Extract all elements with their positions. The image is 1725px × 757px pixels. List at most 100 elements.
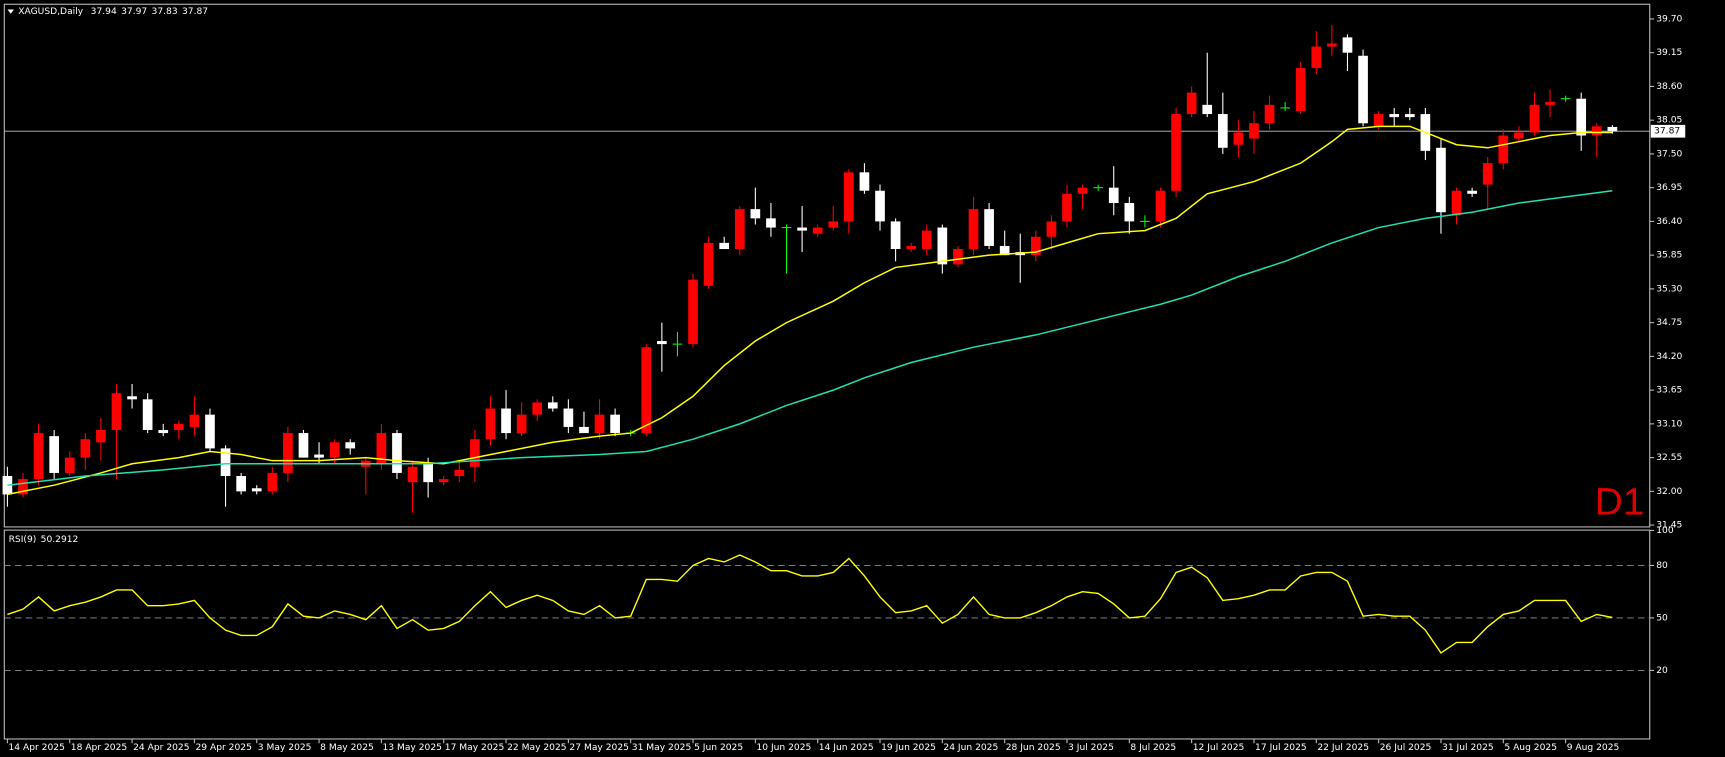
- candle-body: [875, 190, 885, 222]
- candle-body: [1529, 104, 1540, 133]
- x-tick-label: 9 Aug 2025: [1567, 743, 1620, 753]
- y-tick-label: 34.20: [1656, 352, 1682, 362]
- y-tick-label: 31.45: [1656, 521, 1682, 531]
- x-tick-label: 12 Jul 2025: [1193, 743, 1245, 753]
- candle-body: [236, 476, 246, 492]
- indicator-title: RSI(9): [9, 535, 37, 545]
- candle-body: [1046, 221, 1057, 237]
- x-tick-label: 8 May 2025: [320, 743, 374, 753]
- rsi-pane: [3, 529, 1651, 740]
- header-close: 37.87: [182, 7, 208, 17]
- y-tick-label: 38.60: [1656, 82, 1682, 92]
- candle-body: [267, 472, 278, 492]
- candle-body: [999, 245, 1010, 256]
- y-tick-label: 100: [1656, 526, 1674, 536]
- x-tick-label: 24 Jun 2025: [943, 743, 998, 753]
- candle-body: [1186, 92, 1197, 115]
- x-tick-label: 3 Jul 2025: [1068, 743, 1114, 753]
- candle-body: [734, 209, 745, 250]
- current-price-box: [1650, 124, 1686, 138]
- x-tick-label: 18 Apr 2025: [71, 743, 127, 753]
- y-tick-label: 39.15: [1656, 48, 1682, 58]
- y-tick-label: 36.40: [1656, 217, 1682, 227]
- candle-body: [719, 242, 730, 250]
- y-tick-label: 35.30: [1656, 284, 1682, 294]
- y-tick-label: 32.55: [1656, 453, 1682, 463]
- candle-body: [1202, 104, 1213, 115]
- candle-body: [547, 402, 558, 409]
- timeframe-label: D1: [1595, 481, 1644, 524]
- candle-body: [563, 408, 574, 427]
- candle-body: [812, 227, 823, 234]
- x-tick-label: 31 Jul 2025: [1442, 743, 1494, 753]
- candle-body: [594, 414, 605, 434]
- candle-body: [1108, 187, 1119, 204]
- candle-body: [953, 249, 963, 265]
- candle-body: [501, 408, 511, 434]
- candle-body: [859, 172, 870, 191]
- x-tick-label: 27 May 2025: [569, 743, 628, 753]
- x-tick-label: 5 Aug 2025: [1504, 743, 1557, 753]
- candle-body: [579, 426, 589, 434]
- candle-body: [703, 242, 714, 286]
- candle-body: [485, 408, 496, 440]
- candle-body: [797, 227, 807, 231]
- candle-body: [438, 479, 449, 483]
- y-tick-label: 35.85: [1656, 251, 1682, 261]
- x-tick-label: 14 Apr 2025: [8, 743, 64, 753]
- candle-body: [33, 433, 44, 480]
- candle-body: [49, 436, 59, 473]
- candle-body: [127, 396, 137, 400]
- x-tick-label: 17 Jul 2025: [1255, 743, 1307, 753]
- current-price-label: 37.87: [1654, 127, 1680, 137]
- candle-body: [1607, 126, 1618, 132]
- candle-body: [1264, 104, 1275, 124]
- candle-body: [1249, 123, 1259, 139]
- y-tick-label: 36.95: [1656, 183, 1682, 193]
- candle-body: [1451, 190, 1462, 216]
- candle-body: [516, 414, 527, 434]
- candle-body: [18, 479, 28, 495]
- x-tick-label: 17 May 2025: [445, 743, 504, 753]
- candle-body: [532, 402, 543, 415]
- candle-body: [1358, 55, 1368, 124]
- y-tick-label: 38.05: [1656, 116, 1682, 126]
- candle-body: [345, 442, 356, 449]
- candle-body: [205, 414, 215, 449]
- candle-body: [376, 433, 387, 464]
- candle-body: [1155, 190, 1166, 222]
- candle-body: [1217, 114, 1228, 148]
- candle-body: [1482, 163, 1493, 185]
- menu-arrow[interactable]: [7, 9, 14, 14]
- candle-body: [298, 433, 309, 458]
- candle-body: [1233, 132, 1244, 145]
- x-tick-label: 13 May 2025: [382, 743, 441, 753]
- candle-body: [968, 209, 979, 250]
- candle-body: [1062, 193, 1072, 222]
- chart-title: XAGUSD,Daily: [18, 7, 84, 17]
- y-tick-label: 34.75: [1656, 318, 1682, 328]
- candle-body: [1514, 132, 1524, 139]
- header-open: 37.94: [91, 7, 117, 17]
- candle-body: [828, 221, 839, 228]
- candle-body: [392, 433, 402, 473]
- candle-body: [844, 172, 854, 222]
- candle-body: [173, 423, 184, 431]
- candle-body: [937, 227, 948, 265]
- candle-body: [423, 463, 433, 483]
- candle-body: [283, 433, 293, 473]
- header-low: 37.83: [152, 7, 178, 17]
- candle-body: [407, 466, 418, 483]
- moving-average-line: [7, 190, 1613, 486]
- x-tick-label: 29 Apr 2025: [195, 743, 251, 753]
- candle-body: [657, 341, 667, 345]
- candle-body: [111, 393, 122, 431]
- candle-body: [906, 245, 917, 250]
- x-tick-label: 14 Jun 2025: [819, 743, 874, 753]
- candle-body: [220, 448, 231, 477]
- candle-body: [1436, 147, 1446, 213]
- x-tick-label: 5 Jun 2025: [694, 743, 743, 753]
- candle-body: [80, 439, 91, 458]
